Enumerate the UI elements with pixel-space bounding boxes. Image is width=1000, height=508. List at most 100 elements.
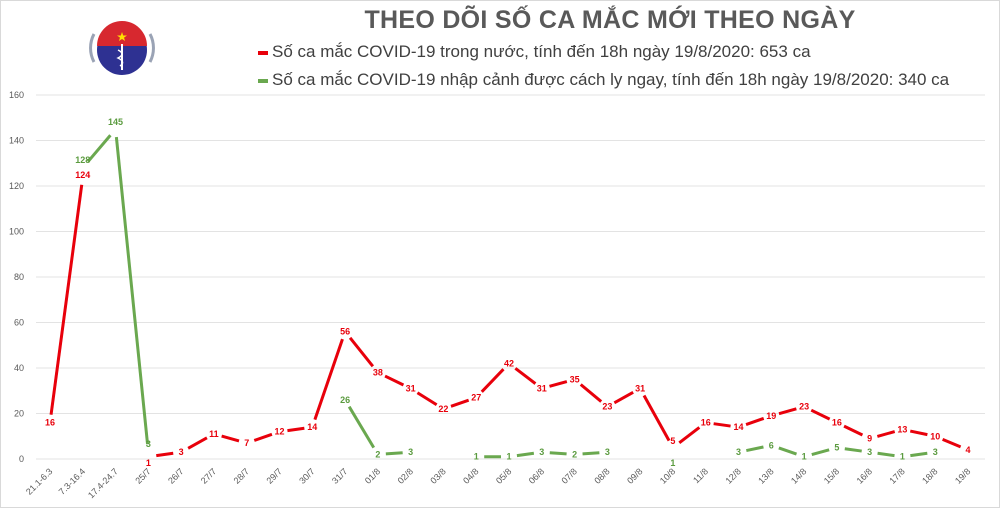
data-label: 6	[769, 440, 774, 450]
series-0-segment	[909, 429, 928, 437]
series-1-segment	[347, 405, 376, 449]
data-label: 35	[570, 374, 580, 384]
series-0-segment	[713, 422, 731, 428]
x-tick-label: 26/7	[166, 466, 185, 485]
x-tick-label: 19/8	[953, 466, 972, 485]
data-label: 1	[900, 452, 905, 462]
ministry-of-health-logo	[86, 12, 158, 86]
data-label: 124	[75, 170, 90, 180]
data-label: 10	[930, 431, 940, 441]
x-tick-label: 13/8	[756, 466, 775, 485]
legend-item-imported: Số ca mắc COVID-19 nhập cảnh được cách l…	[258, 70, 949, 90]
chart-title: THEO DÕI SỐ CA MẮC MỚI THEO NGÀY	[364, 6, 856, 34]
series-0-segment	[778, 407, 797, 416]
series-1-segment	[582, 451, 600, 456]
x-tick-label: 14/8	[789, 466, 808, 485]
y-tick-label: 120	[9, 181, 24, 191]
series-1-segment	[778, 446, 798, 456]
data-label: 23	[799, 402, 809, 412]
x-tick-label: 02/8	[396, 466, 415, 485]
series-0-segment	[876, 430, 896, 438]
x-tick-label: 7.3-16.4	[57, 466, 87, 496]
data-label: 12	[274, 427, 284, 437]
series-0-segment	[514, 367, 537, 385]
data-label: 16	[701, 418, 711, 428]
x-tick-label: 15/8	[822, 466, 841, 485]
data-label: 13	[897, 424, 907, 434]
data-label: 42	[504, 358, 514, 368]
data-label: 22	[438, 404, 448, 414]
data-label: 56	[340, 327, 350, 337]
data-label: 27	[471, 393, 481, 403]
x-tick-label: 09/8	[625, 466, 644, 485]
x-tick-label: 10/8	[658, 466, 677, 485]
y-tick-label: 40	[14, 363, 24, 373]
series-1-segment	[549, 451, 567, 456]
x-tick-label: 29/7	[264, 466, 283, 485]
data-label: 16	[832, 418, 842, 428]
data-label: 31	[635, 383, 645, 393]
data-label: 4	[965, 445, 970, 455]
x-tick-label: 07/8	[560, 466, 579, 485]
x-tick-label: 01/8	[363, 466, 382, 485]
series-0-segment	[810, 408, 831, 421]
x-tick-label: 17/8	[887, 466, 906, 485]
x-tick-label: 21.1-6.3	[24, 466, 54, 496]
series-0-segment	[253, 432, 273, 442]
data-label: 1	[802, 452, 807, 462]
x-tick-label: 30/7	[297, 466, 316, 485]
series-0-segment	[187, 436, 208, 450]
data-label: 31	[537, 383, 547, 393]
data-label: 3	[933, 447, 938, 457]
series-1-segment	[86, 134, 112, 163]
series-0-segment	[348, 336, 375, 368]
y-tick-label: 80	[14, 272, 24, 282]
data-label: 16	[45, 418, 55, 428]
series-1-segment	[516, 451, 535, 458]
data-label: 145	[108, 117, 123, 127]
x-tick-label: 17.4-24.7	[86, 466, 120, 500]
y-tick-label: 0	[19, 454, 24, 464]
data-label: 5	[834, 443, 839, 453]
series-0-segment	[156, 451, 174, 458]
series-1-segment	[844, 447, 862, 453]
x-tick-label: 16/8	[855, 466, 874, 485]
series-0-segment	[313, 338, 344, 421]
x-tick-label: 08/8	[592, 466, 611, 485]
series-1-segment	[910, 451, 928, 458]
data-label: 11	[209, 429, 219, 439]
x-tick-label: 27/7	[199, 466, 218, 485]
series-0-segment	[49, 184, 84, 415]
series-0-segment	[745, 416, 765, 426]
x-tick-label: 04/8	[461, 466, 480, 485]
data-label: 2	[572, 449, 577, 459]
legend-label: Số ca mắc COVID-19 trong nước, tính đến …	[272, 42, 811, 61]
x-tick-label: 03/8	[428, 466, 447, 485]
x-tick-label: 11/8	[691, 466, 710, 485]
legend-swatch-green	[258, 78, 268, 83]
data-label: 2	[375, 449, 380, 459]
y-tick-label: 160	[9, 90, 24, 100]
x-tick-label: 25/7	[133, 466, 152, 485]
y-tick-label: 60	[14, 318, 24, 328]
data-label: 128	[75, 155, 90, 165]
data-label: 19	[766, 411, 776, 421]
y-tick-label: 20	[14, 409, 24, 419]
series-0-segment	[450, 398, 470, 408]
data-label: 3	[146, 439, 151, 449]
y-tick-label: 100	[9, 227, 24, 237]
legend-label: Số ca mắc COVID-19 nhập cảnh được cách l…	[272, 70, 950, 89]
x-tick-label: 28/7	[232, 466, 251, 485]
data-label: 23	[602, 402, 612, 412]
series-1-segment	[746, 445, 764, 453]
series-0-segment	[287, 426, 305, 433]
data-label: 9	[867, 434, 872, 444]
data-label: 31	[406, 383, 416, 393]
data-label: 3	[605, 447, 610, 457]
series-0-segment	[549, 380, 568, 388]
data-label: 3	[539, 447, 544, 457]
x-tick-label: 06/8	[527, 466, 546, 485]
series-1-segment	[385, 451, 403, 456]
series-0-segment	[480, 368, 505, 393]
